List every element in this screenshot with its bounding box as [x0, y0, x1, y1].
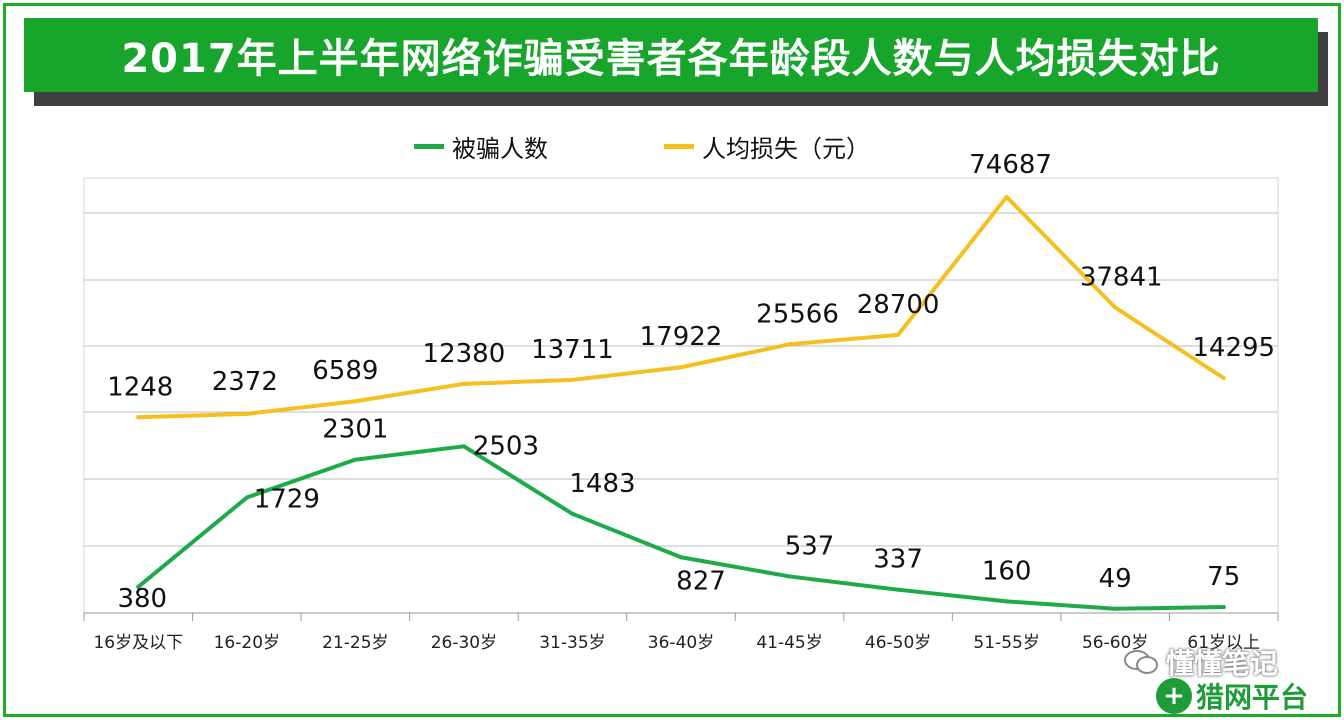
victims-data-label: 537	[785, 531, 835, 561]
avg-loss-data-label: 1248	[107, 372, 173, 402]
avg-loss-point	[136, 415, 141, 420]
legend-swatch-green	[414, 143, 444, 149]
watermark-brand: + 猎网平台	[1156, 676, 1308, 716]
avg-loss-point	[896, 332, 901, 337]
watermark-account-name: 懂懂笔记	[1166, 647, 1279, 680]
chart-title: 2017年上半年网络诈骗受害者各年龄段人数与人均损失对比	[121, 36, 1221, 82]
avg-loss-data-label: 2372	[212, 367, 278, 397]
x-tick-label: 46-50岁	[865, 633, 931, 653]
victims-point	[570, 511, 575, 516]
avg-loss-point	[1113, 305, 1118, 310]
watermark-account: 懂懂笔记	[1124, 642, 1278, 682]
victims-data-label: 2503	[473, 431, 539, 461]
victims-point	[1221, 605, 1226, 610]
victims-data-label: 160	[982, 556, 1032, 586]
avg-loss-data-label: 28700	[857, 290, 940, 320]
legend-item-loss: 人均损失（元）	[664, 128, 870, 164]
outer-frame	[3, 3, 1341, 717]
victims-point	[136, 584, 141, 589]
victims-data-label: 337	[873, 545, 923, 575]
avg-loss-point	[1004, 194, 1009, 199]
victims-point	[1004, 599, 1009, 604]
victims-data-label: 380	[117, 584, 167, 614]
avg-loss-point	[461, 381, 466, 386]
x-tick-label: 26-30岁	[431, 633, 497, 653]
avg-loss-data-label: 6589	[312, 356, 378, 386]
avg-loss-data-label: 14295	[1192, 333, 1275, 363]
avg-loss-point	[787, 342, 792, 347]
avg-loss-data-label: 74687	[969, 150, 1052, 180]
victims-data-label: 75	[1207, 562, 1240, 592]
legend-item-victims: 被骗人数	[414, 128, 548, 164]
x-tick-label: 51-55岁	[973, 633, 1039, 653]
legend-label-loss: 人均损失（元）	[702, 134, 870, 163]
avg-loss-point	[244, 411, 249, 416]
victims-point	[461, 444, 466, 449]
legend-swatch-gold	[664, 143, 694, 149]
x-tick-label: 36-40岁	[648, 633, 714, 653]
legend-label-victims: 被骗人数	[452, 134, 548, 163]
victims-point	[787, 574, 792, 579]
avg-loss-data-label: 37841	[1080, 262, 1163, 292]
victims-data-label: 1729	[254, 485, 320, 515]
brand-logo-icon: +	[1156, 678, 1192, 714]
victims-data-label: 2301	[322, 415, 388, 445]
chart-legend: 被骗人数 人均损失（元）	[0, 128, 1344, 164]
x-tick-label: 16-20岁	[214, 633, 280, 653]
title-banner: 2017年上半年网络诈骗受害者各年龄段人数与人均损失对比	[24, 18, 1318, 92]
victims-data-label: 827	[676, 566, 726, 596]
victims-point	[896, 587, 901, 592]
x-tick-label: 41-45岁	[756, 633, 822, 653]
avg-loss-point	[1221, 376, 1226, 381]
avg-loss-line	[136, 194, 1226, 420]
x-tick-label: 56-60岁	[1082, 633, 1148, 653]
wechat-icon	[1124, 650, 1158, 674]
avg-loss-data-label: 25566	[756, 299, 839, 329]
x-tick-label: 61岁以上	[1187, 633, 1260, 653]
avg-loss-point	[353, 399, 358, 404]
x-tick-label: 21-25岁	[322, 633, 388, 653]
victims-data-label: 49	[1099, 564, 1132, 594]
victims-point	[353, 457, 358, 462]
avg-loss-point	[679, 365, 683, 370]
avg-loss-data-label: 13711	[531, 335, 614, 365]
victims-data-label: 1483	[569, 469, 635, 499]
watermark-brand-name: 猎网平台	[1196, 681, 1309, 714]
victims-point	[1113, 606, 1118, 611]
watermark: 懂懂笔记 + 猎网平台	[1124, 642, 1330, 714]
avg-loss-point	[570, 377, 575, 382]
avg-loss-data-label: 12380	[423, 339, 506, 369]
victims-point	[244, 495, 249, 500]
victims-point	[679, 555, 683, 560]
x-tick-label: 16岁及以下	[93, 633, 183, 653]
avg-loss-data-label: 17922	[640, 322, 723, 352]
x-tick-label: 31-35岁	[539, 633, 605, 653]
